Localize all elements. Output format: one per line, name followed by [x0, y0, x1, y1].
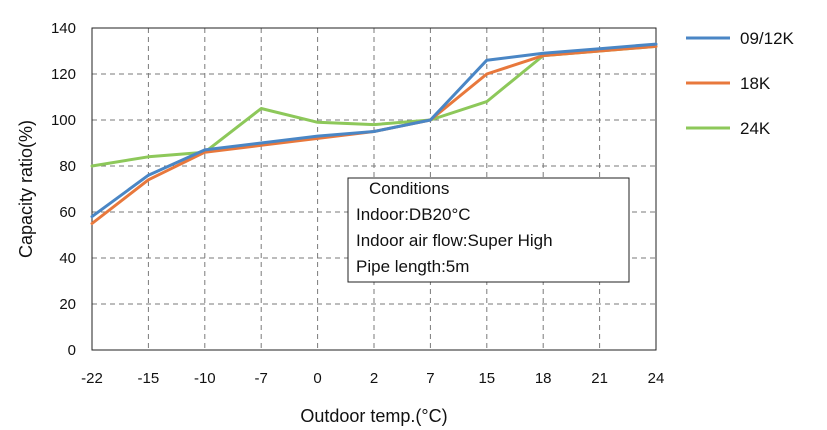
- y-tick-label: 20: [59, 296, 76, 313]
- y-axis-title: Capacity ratio(%): [16, 120, 36, 258]
- conditions-box-border: [347, 177, 630, 283]
- legend-label: 24K: [740, 119, 771, 138]
- y-tick-label: 60: [59, 204, 76, 221]
- legend-label: 09/12K: [740, 29, 795, 48]
- x-tick-label: 24: [648, 370, 665, 387]
- x-tick-label: 7: [426, 370, 434, 387]
- x-tick-label: 0: [313, 370, 321, 387]
- y-tick-label: 80: [59, 158, 76, 175]
- series-lines: [90, 42, 658, 225]
- conditions-indoor-temp: Indoor:DB20°C: [356, 205, 471, 224]
- y-tick-label: 140: [51, 20, 76, 37]
- conditions-heading: Conditions: [369, 179, 449, 198]
- conditions-indoor-air-flow: Indoor air flow:Super High: [356, 231, 553, 250]
- x-axis-tick-labels: -22 -15 -10 -7 0 2 7 15 18 21 24: [81, 370, 664, 387]
- y-tick-label: 40: [59, 250, 76, 267]
- conditions-pipe-length: Pipe length:5m: [356, 257, 469, 276]
- y-tick-label: 120: [51, 66, 76, 83]
- x-tick-label: -10: [194, 370, 216, 387]
- x-tick-label: 15: [478, 370, 495, 387]
- legend-label: 18K: [740, 74, 771, 93]
- series-line-09-12k: [90, 42, 658, 219]
- y-tick-label: 100: [51, 112, 76, 129]
- x-tick-label: -15: [138, 370, 160, 387]
- legend: 09/12K 18K 24K: [686, 29, 795, 138]
- x-tick-label: 21: [591, 370, 608, 387]
- conditions-annotation-box: Conditions Indoor:DB20°C Indoor air flow…: [347, 177, 630, 283]
- x-axis-title: Outdoor temp.(°C): [300, 406, 447, 426]
- y-axis-tick-labels: 0 20 40 60 80 100 120 140: [51, 20, 76, 359]
- y-tick-label: 0: [68, 342, 76, 359]
- x-tick-label: 18: [535, 370, 552, 387]
- x-tick-label: -7: [255, 370, 268, 387]
- x-tick-label: -22: [81, 370, 103, 387]
- x-tick-label: 2: [370, 370, 378, 387]
- plot-area-border: [91, 27, 657, 351]
